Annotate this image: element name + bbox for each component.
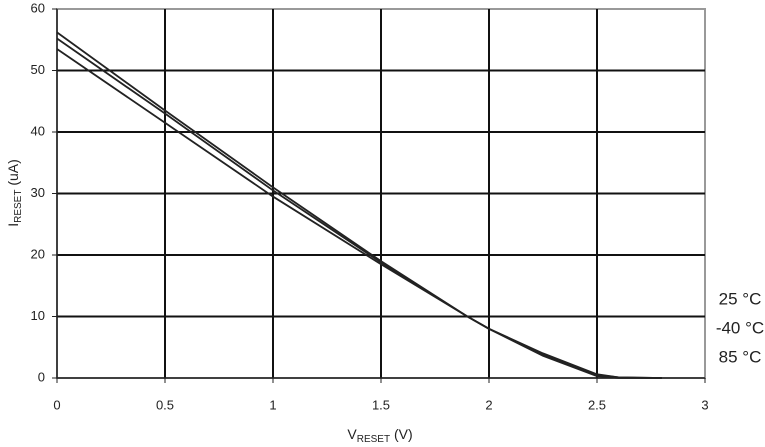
x-tick-label: 2 xyxy=(485,397,492,412)
x-tick-label: 1 xyxy=(269,397,276,412)
x-tick-label: 3 xyxy=(701,397,708,412)
x-label-main: V xyxy=(347,426,357,442)
y-tick-label: 60 xyxy=(31,0,45,15)
series-line xyxy=(56,48,662,379)
x-label-sub: RESET xyxy=(357,434,390,445)
y-tick-label: 30 xyxy=(31,185,45,200)
y-tick-label: 10 xyxy=(31,308,45,323)
x-tick-label: 0.5 xyxy=(156,397,174,412)
x-tick-label: 2.5 xyxy=(588,397,606,412)
y-tick-label: 50 xyxy=(31,62,45,77)
legend-label: -40 °C xyxy=(716,318,764,337)
y-tick-label: 0 xyxy=(38,369,45,384)
y-axis-label: IRESET (uA) xyxy=(5,159,24,227)
x-tick-label: 0 xyxy=(53,397,60,412)
y-label-unit: (uA) xyxy=(5,159,21,189)
x-label-unit: (V) xyxy=(390,426,413,442)
y-label-main: I xyxy=(5,223,21,227)
y-tick-label: 40 xyxy=(31,123,45,138)
x-axis-label: VRESET (V) xyxy=(347,426,412,445)
legend-label: 85 °C xyxy=(719,347,762,366)
y-label-sub: RESET xyxy=(13,190,24,223)
x-tick-label: 1.5 xyxy=(372,397,390,412)
series-line xyxy=(56,37,662,379)
y-tick-label: 20 xyxy=(31,246,45,261)
series-line xyxy=(56,31,662,379)
legend-label: 25 °C xyxy=(719,289,762,308)
